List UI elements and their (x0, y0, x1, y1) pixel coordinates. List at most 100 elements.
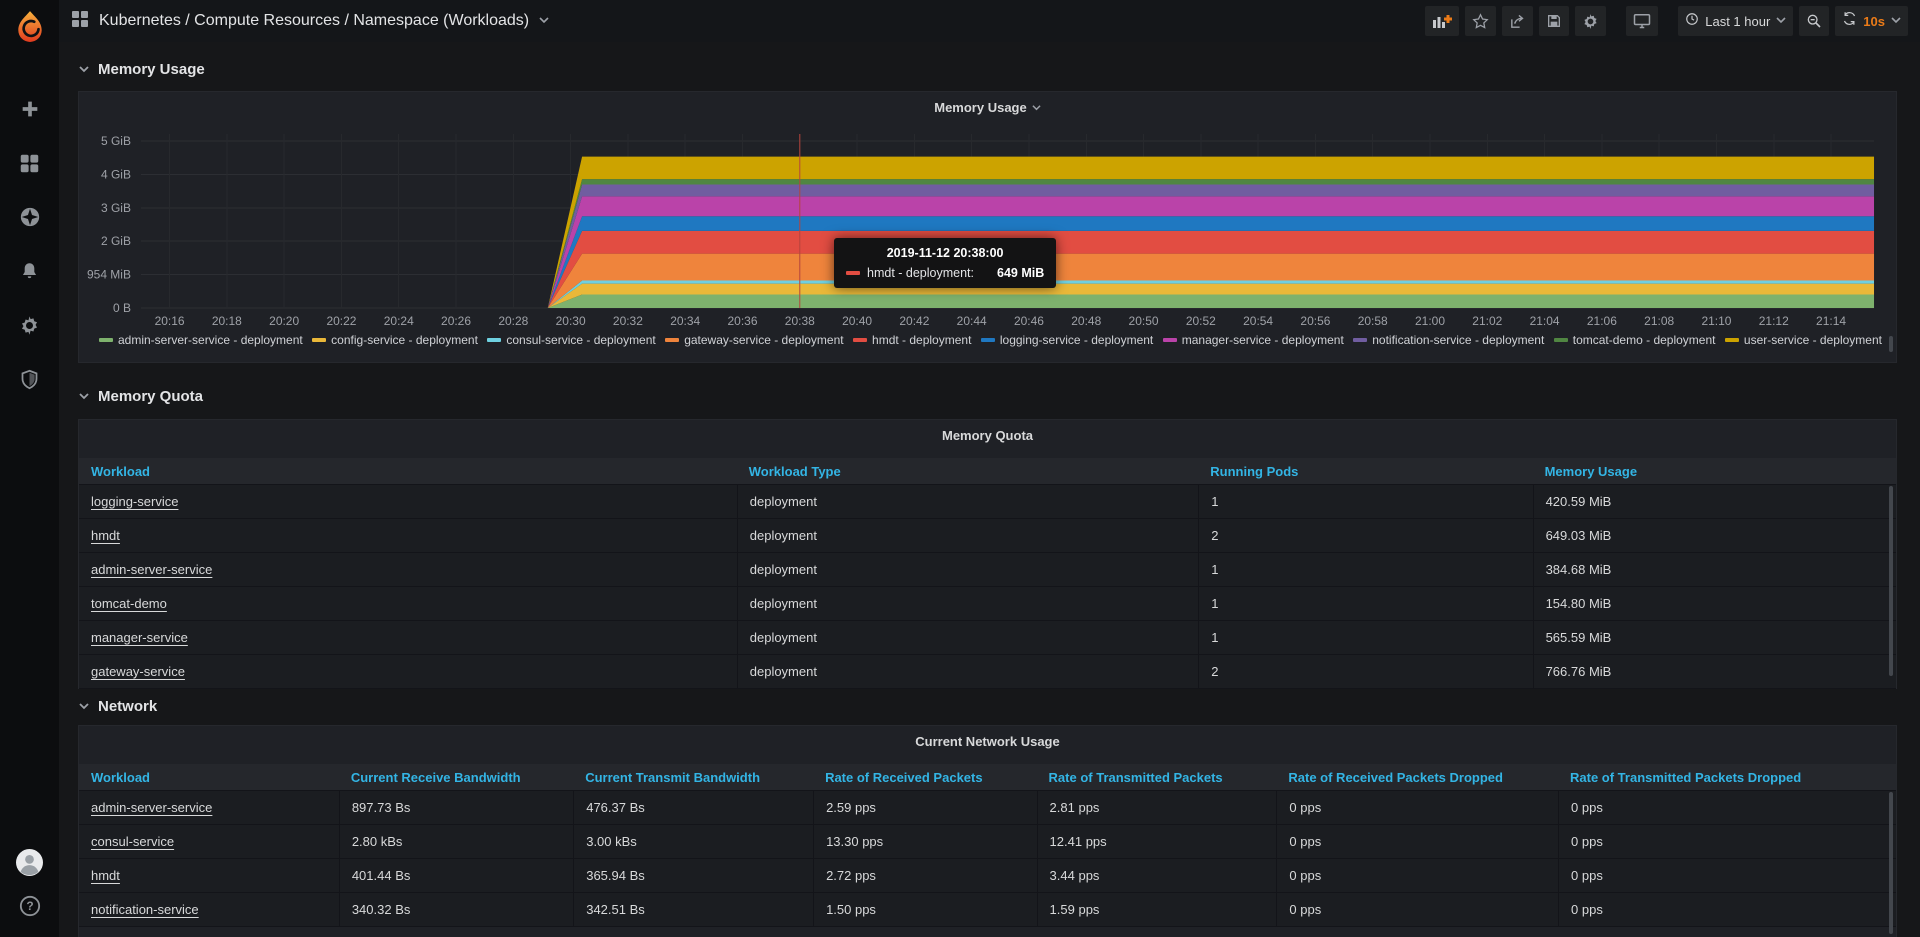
legend-color-dash (1353, 338, 1367, 342)
legend-item[interactable]: manager-service - deployment (1163, 333, 1344, 347)
table-cell: 13.30 pps (813, 825, 1036, 858)
configuration-gear-icon[interactable] (12, 310, 48, 340)
column-header[interactable]: Rate of Transmitted Packets (1037, 764, 1277, 790)
legend-item[interactable]: notification-service - deployment (1353, 333, 1544, 347)
grafana-logo-icon[interactable] (0, 0, 59, 52)
dashboard-title-button[interactable]: Kubernetes / Compute Resources / Namespa… (71, 10, 549, 33)
memory-usage-panel: Memory Usage 0 B954 MiB2 GiB3 GiB4 GiB5 … (78, 91, 1897, 363)
svg-text:21:02: 21:02 (1472, 314, 1502, 327)
dashboards-icon[interactable] (12, 148, 48, 178)
svg-text:20:52: 20:52 (1186, 314, 1216, 327)
time-range-picker[interactable]: Last 1 hour (1678, 6, 1793, 36)
server-admin-shield-icon[interactable] (12, 364, 48, 394)
legend-item[interactable]: hmdt - deployment (853, 333, 971, 347)
workload-link[interactable]: tomcat-demo (91, 596, 167, 611)
workload-link[interactable]: logging-service (91, 494, 178, 509)
workload-link[interactable]: admin-server-service (91, 800, 212, 815)
table-cell: 0 pps (1276, 859, 1558, 892)
column-header[interactable]: Rate of Received Packets Dropped (1276, 764, 1558, 790)
panel-title-memory-quota[interactable]: Memory Quota (79, 420, 1896, 450)
user-avatar[interactable] (12, 847, 48, 877)
workload-link[interactable]: hmdt (91, 868, 120, 883)
create-plus-icon[interactable] (12, 94, 48, 124)
column-header[interactable]: Workload (79, 458, 737, 484)
table-cell: 340.32 Bs (339, 893, 573, 926)
zoom-out-button[interactable] (1799, 6, 1829, 36)
legend-item[interactable]: tomcat-demo - deployment (1554, 333, 1716, 347)
star-button[interactable] (1465, 6, 1496, 36)
row-header-memory-quota[interactable]: Memory Quota (78, 385, 1897, 407)
table-cell: 384.68 MiB (1533, 553, 1896, 586)
table-cell: deployment (737, 553, 1199, 586)
table-scrollbar[interactable] (1889, 792, 1893, 934)
column-header[interactable]: Workload (79, 764, 339, 790)
svg-text:21:06: 21:06 (1587, 314, 1617, 327)
workload-link[interactable]: consul-service (91, 834, 174, 849)
tv-mode-button[interactable] (1626, 6, 1658, 36)
column-header[interactable]: Current Receive Bandwidth (339, 764, 573, 790)
column-header[interactable]: Rate of Received Packets (813, 764, 1036, 790)
svg-text:21:10: 21:10 (1701, 314, 1731, 327)
table-row: logging-servicedeployment1420.59 MiB (79, 485, 1896, 519)
sidebar-bottom: ? (12, 847, 48, 921)
help-icon[interactable]: ? (12, 891, 48, 921)
table-cell: 1.50 pps (813, 893, 1036, 926)
refresh-interval-label: 10s (1863, 14, 1885, 29)
legend-color-dash (487, 338, 501, 342)
column-header[interactable]: Memory Usage (1533, 458, 1896, 484)
legend-item[interactable]: logging-service - deployment (981, 333, 1153, 347)
table-cell: 1 (1198, 621, 1532, 654)
legend-series-name: consul-service - deployment (506, 333, 655, 347)
workload-link[interactable]: gateway-service (91, 664, 185, 679)
legend-item[interactable]: gateway-service - deployment (665, 333, 843, 347)
panel-title-memory-usage[interactable]: Memory Usage (79, 92, 1896, 122)
table-cell: 2.59 pps (813, 791, 1036, 824)
legend-item[interactable]: config-service - deployment (312, 333, 478, 347)
workload-link[interactable]: admin-server-service (91, 562, 212, 577)
column-header[interactable]: Rate of Transmitted Packets Dropped (1558, 764, 1896, 790)
row-header-network[interactable]: Network (78, 695, 1897, 717)
table-cell: 476.37 Bs (573, 791, 813, 824)
add-panel-button[interactable] (1425, 6, 1459, 36)
table-cell: 342.51 Bs (573, 893, 813, 926)
workload-link[interactable]: notification-service (91, 902, 199, 917)
row-header-memory-usage[interactable]: Memory Usage (78, 57, 1897, 81)
legend-item[interactable]: consul-service - deployment (487, 333, 655, 347)
table-scrollbar[interactable] (1889, 486, 1893, 676)
legend-series-name: user-service - deployment (1744, 333, 1882, 347)
dashboard-settings-button[interactable] (1575, 6, 1606, 36)
column-header[interactable]: Running Pods (1198, 458, 1532, 484)
workload-link-cell: admin-server-service (79, 791, 339, 824)
table-cell: 3.44 pps (1037, 859, 1277, 892)
workload-link[interactable]: manager-service (91, 630, 188, 645)
network-table: WorkloadCurrent Receive BandwidthCurrent… (79, 764, 1896, 927)
table-cell: 0 pps (1558, 859, 1896, 892)
memory-usage-chart[interactable]: 0 B954 MiB2 GiB3 GiB4 GiB5 GiB20:1620:18… (79, 122, 1896, 327)
column-header[interactable]: Current Transmit Bandwidth (573, 764, 813, 790)
table-row: tomcat-demodeployment1154.80 MiB (79, 587, 1896, 621)
save-button[interactable] (1539, 6, 1569, 36)
network-panel: Current Network Usage WorkloadCurrent Re… (78, 725, 1897, 937)
svg-text:20:16: 20:16 (155, 314, 185, 327)
table-cell: 0 pps (1276, 791, 1558, 824)
explore-compass-icon[interactable] (12, 202, 48, 232)
table-cell: deployment (737, 655, 1199, 688)
share-button[interactable] (1502, 6, 1533, 36)
panel-title-network-usage[interactable]: Current Network Usage (79, 726, 1896, 756)
memory-quota-table: WorkloadWorkload TypeRunning PodsMemory … (79, 458, 1896, 689)
legend-scrollbar[interactable] (1889, 336, 1893, 352)
refresh-picker[interactable]: 10s (1835, 6, 1908, 36)
clock-icon (1685, 12, 1699, 31)
alerting-bell-icon[interactable] (12, 256, 48, 286)
svg-text:2 GiB: 2 GiB (101, 234, 131, 248)
table-cell: 0 pps (1276, 893, 1558, 926)
table-row: manager-servicedeployment1565.59 MiB (79, 621, 1896, 655)
workload-link-cell: hmdt (79, 519, 737, 552)
table-cell: 766.76 MiB (1533, 655, 1896, 688)
legend-item[interactable]: admin-server-service - deployment (99, 333, 303, 347)
table-cell: 154.80 MiB (1533, 587, 1896, 620)
workload-link[interactable]: hmdt (91, 528, 120, 543)
legend-item[interactable]: user-service - deployment (1725, 333, 1882, 347)
column-header[interactable]: Workload Type (737, 458, 1199, 484)
time-range-label: Last 1 hour (1705, 14, 1770, 29)
